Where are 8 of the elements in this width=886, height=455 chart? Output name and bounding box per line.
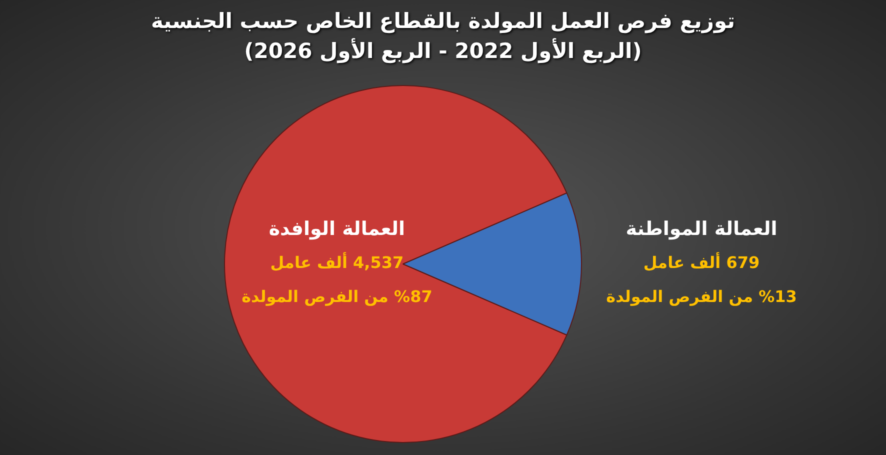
slice-label: العمالة المواطنة — [626, 218, 778, 240]
data-label: 4,537 ألف عامل — [270, 252, 404, 272]
chart-title: توزيع فرص العمل المولدة بالقطاع الخاص حسب الجنسية — [150, 8, 736, 36]
text: %87 من الفرص المولدة — [242, 287, 432, 306]
chart-subtitle: (الربع الأول 2022 - الربع الأول 2026) — [243, 37, 643, 66]
text: %13 من الفرص المولدة — [606, 287, 797, 306]
data-label: 679 ألف عامل — [643, 252, 760, 272]
slice-label: العمالة الوافدة — [268, 218, 406, 240]
